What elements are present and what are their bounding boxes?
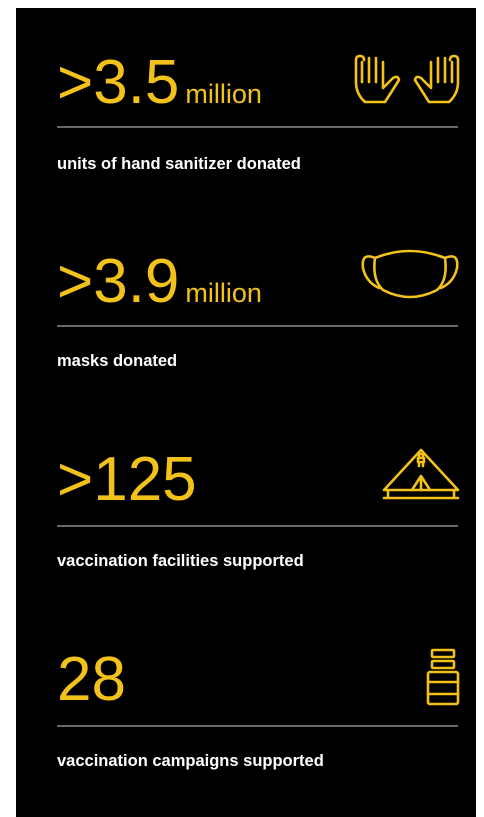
stat-label: units of hand sanitizer donated [57,155,301,173]
stat-label: masks donated [57,352,177,370]
stat-number: >3.9 million [57,247,262,316]
vial-icon [426,648,460,706]
stat-number: 28 [57,645,126,714]
mask-icon [361,249,459,299]
stat-unit: million [185,278,262,308]
panel [16,8,476,817]
tent-icon [382,448,460,500]
stat-value: >3.9 [57,247,179,316]
stat-label: vaccination facilities supported [57,552,304,570]
stat-unit: million [185,79,262,109]
stat-number: >125 [57,445,197,514]
hands-icon [354,54,460,104]
stat-value: >125 [57,445,197,514]
stat-value: >3.5 [57,48,179,117]
stat-number: >3.5 million [57,48,262,117]
stat-value: 28 [57,645,126,714]
stat-label: vaccination campaigns supported [57,752,324,770]
